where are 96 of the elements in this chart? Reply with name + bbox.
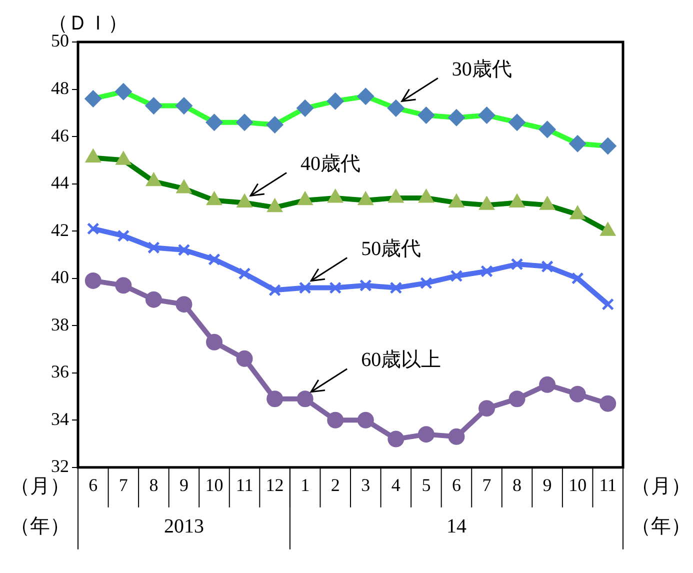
point xyxy=(478,400,495,417)
point xyxy=(206,114,222,131)
point xyxy=(147,241,160,254)
point xyxy=(418,426,434,443)
point xyxy=(266,390,284,408)
point xyxy=(359,279,372,292)
point xyxy=(600,395,616,412)
x-tick-label: 11 xyxy=(599,474,617,495)
point xyxy=(358,192,373,206)
point xyxy=(178,244,190,256)
point xyxy=(508,114,526,131)
y-tick-label: 40 xyxy=(51,267,69,288)
point xyxy=(298,282,312,294)
point xyxy=(298,192,312,206)
point xyxy=(448,428,465,445)
text: （年） xyxy=(631,516,691,538)
point xyxy=(388,100,404,116)
x-tick-label: 4 xyxy=(391,474,400,495)
point xyxy=(357,88,374,105)
x-tick-label: 3 xyxy=(361,474,370,495)
x-tick-label: 9 xyxy=(179,474,188,495)
y-axis-title: （ＤＩ） xyxy=(48,12,128,34)
point xyxy=(569,386,586,402)
series-label: 50歳代 xyxy=(361,238,422,260)
y-tick-label: 48 xyxy=(51,78,69,98)
point xyxy=(508,390,526,408)
point xyxy=(388,430,404,448)
point xyxy=(569,135,586,152)
text: （年） xyxy=(10,516,70,538)
point xyxy=(420,276,432,290)
point xyxy=(450,270,463,282)
x-tick-label: 6 xyxy=(452,474,461,495)
x-tick-label: 1 xyxy=(300,474,310,495)
x-tick-label: 9 xyxy=(542,474,552,495)
point xyxy=(176,98,192,114)
x-tick-label: 10 xyxy=(205,474,224,495)
point xyxy=(115,83,132,100)
point xyxy=(115,277,132,294)
point xyxy=(418,107,434,124)
point xyxy=(541,260,554,273)
point xyxy=(327,92,344,110)
x-tick-label: 8 xyxy=(149,474,158,495)
point xyxy=(206,334,222,350)
x-tick-label: 7 xyxy=(118,474,128,495)
point xyxy=(448,109,465,126)
y-tick-label: 38 xyxy=(51,314,69,334)
point xyxy=(145,98,162,114)
x-tick-label: 10 xyxy=(568,474,587,495)
point xyxy=(390,282,402,294)
point xyxy=(176,296,192,313)
point xyxy=(266,116,284,133)
point xyxy=(268,284,282,296)
series-label: 40歳代 xyxy=(300,152,361,175)
y-tick-label: 46 xyxy=(51,125,69,146)
point xyxy=(84,272,102,289)
point xyxy=(327,412,344,428)
text: 2013 xyxy=(164,516,204,538)
text: （月） xyxy=(10,476,70,498)
x-tick-label: 11 xyxy=(236,474,254,495)
point xyxy=(296,390,314,408)
x-tick-label: 8 xyxy=(512,474,522,495)
text: 14 xyxy=(446,516,466,538)
point xyxy=(357,412,374,428)
point xyxy=(117,230,130,242)
x-tick-label: 6 xyxy=(88,474,98,495)
text: （月） xyxy=(631,476,691,498)
point xyxy=(84,90,102,107)
point xyxy=(478,107,495,124)
point xyxy=(600,138,616,154)
point xyxy=(480,265,493,278)
point xyxy=(238,267,251,280)
point xyxy=(571,272,584,285)
point xyxy=(236,114,253,131)
y-tick-label: 32 xyxy=(51,456,69,476)
x-tick-label: 5 xyxy=(422,474,431,495)
point xyxy=(145,291,162,308)
point xyxy=(510,258,524,270)
point xyxy=(602,298,614,311)
point xyxy=(208,253,220,266)
point xyxy=(539,121,556,138)
y-tick-label: 36 xyxy=(51,362,69,382)
y-tick-label: 44 xyxy=(51,172,69,193)
y-tick-label: 42 xyxy=(51,220,69,240)
x-tick-label: 2 xyxy=(330,474,340,495)
point xyxy=(86,150,100,163)
x-tick-label: 7 xyxy=(482,474,492,495)
point xyxy=(236,350,253,367)
point xyxy=(206,192,222,206)
point xyxy=(86,222,100,235)
x-tick-label: 12 xyxy=(266,474,284,495)
text: 60歳以上 xyxy=(361,349,442,372)
point xyxy=(329,282,342,294)
y-tick-label: 34 xyxy=(51,408,69,429)
point xyxy=(539,376,556,393)
point xyxy=(296,100,314,116)
series-label: 30歳代 xyxy=(452,58,512,80)
